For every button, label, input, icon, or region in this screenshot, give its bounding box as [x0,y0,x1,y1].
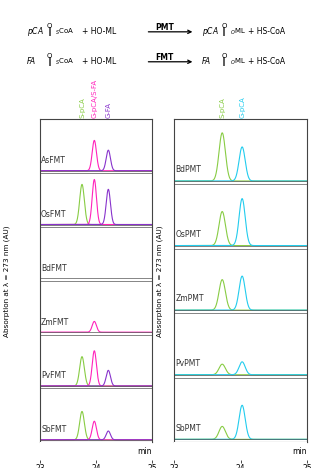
Text: ‖: ‖ [222,27,226,37]
Text: $p$CA: $p$CA [27,25,44,38]
Text: $_O$ML: $_O$ML [230,27,246,37]
Text: OsPMT: OsPMT [176,230,202,239]
Text: SbPMT: SbPMT [176,424,201,432]
Text: + HO-ML: + HO-ML [82,27,116,37]
Text: FMT: FMT [156,52,174,62]
Text: $p$CA: $p$CA [202,25,219,38]
Text: OsFMT: OsFMT [41,210,67,219]
Text: FA: FA [202,57,211,66]
Text: + HO-ML: + HO-ML [82,57,116,66]
Text: G-pCA: G-pCA [239,96,245,118]
Text: PvFMT: PvFMT [41,372,66,380]
Text: G-FA: G-FA [105,102,111,118]
Text: BdFMT: BdFMT [41,264,67,273]
Text: $_S$CoA: $_S$CoA [55,57,75,67]
Text: O: O [47,53,52,58]
Text: ZmPMT: ZmPMT [176,294,204,303]
Text: Absorption at λ = 273 nm (AU): Absorption at λ = 273 nm (AU) [4,225,10,336]
Text: min: min [138,446,152,456]
Text: $_O$ML: $_O$ML [230,57,246,67]
Text: + HS-CoA: + HS-CoA [248,57,285,66]
Text: ‖: ‖ [222,57,226,66]
Text: FA: FA [27,57,36,66]
Text: BdPMT: BdPMT [176,165,202,174]
Text: ‖: ‖ [48,57,52,66]
Text: ‖: ‖ [48,27,52,37]
Text: O: O [221,53,227,58]
Text: PMT: PMT [156,22,174,32]
Text: min: min [293,446,307,456]
Text: S-pCA: S-pCA [79,97,85,118]
Text: S-pCA: S-pCA [219,97,225,118]
Text: + HS-CoA: + HS-CoA [248,27,285,37]
Text: $_S$CoA: $_S$CoA [55,27,75,37]
Text: O: O [221,23,227,29]
Text: O: O [47,23,52,29]
Text: PvPMT: PvPMT [176,359,201,368]
Text: SbFMT: SbFMT [41,425,66,434]
Text: G-pCA/S-FA: G-pCA/S-FA [91,79,97,118]
Text: AsFMT: AsFMT [41,156,66,165]
Text: ZmFMT: ZmFMT [41,318,69,327]
Text: Absorption at λ = 273 nm (AU): Absorption at λ = 273 nm (AU) [157,225,163,336]
